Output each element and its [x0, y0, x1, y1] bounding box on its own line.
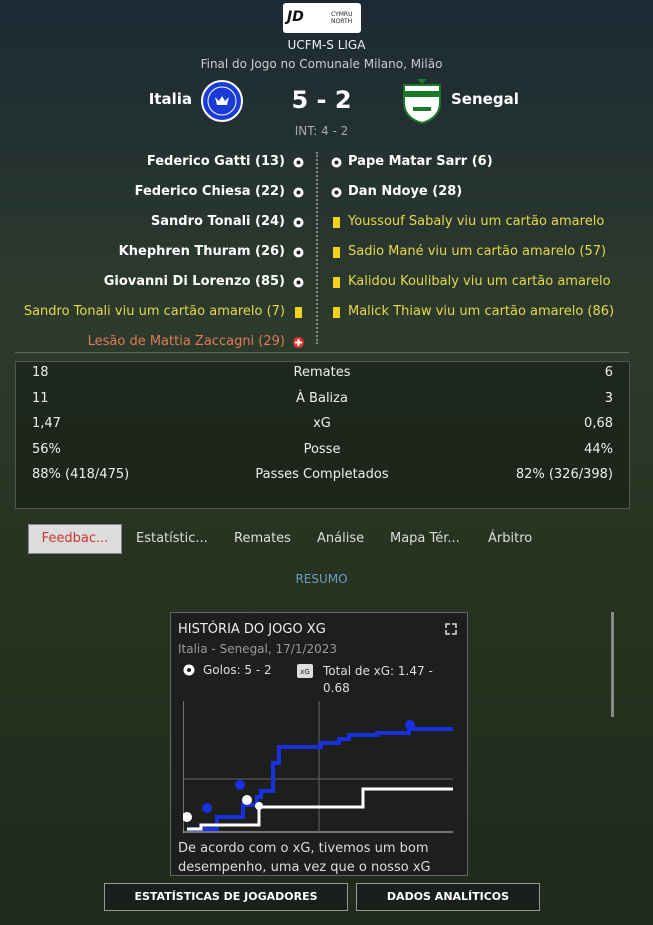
home-event: Sandro Tonali (24)	[150, 214, 285, 229]
home-event: Federico Gatti (13)	[146, 154, 285, 169]
away-badge	[403, 79, 441, 125]
yellow-icon	[333, 247, 340, 258]
scrollbar[interactable]	[611, 612, 614, 717]
yellow-icon	[295, 307, 302, 318]
expand-icon[interactable]	[445, 623, 457, 635]
stat-label: Posse	[303, 441, 341, 457]
away-stat: 3	[604, 390, 613, 406]
away-event: Malick Thiaw viu um cartão amarelo (86)	[348, 304, 615, 319]
goal-icon	[293, 277, 304, 288]
home-stat: 11	[32, 390, 49, 406]
separator	[15, 352, 629, 353]
away-event: Kalidou Koulibaly viu um cartão amarelo …	[348, 274, 611, 289]
home-event: Lesão de Mattia Zaccagni (29)	[87, 334, 285, 349]
sponsor-logo: JD CYMRU NORTH	[283, 3, 361, 33]
sponsor: JD	[287, 9, 304, 25]
goal-icon	[293, 217, 304, 228]
card-goals: Golos: 5 - 2	[203, 663, 272, 677]
card-xg-total: Total de xG: 1.47 - 0.68	[323, 664, 433, 695]
ball-icon	[183, 664, 195, 676]
home-stat: 1,47	[32, 416, 61, 431]
tab[interactable]: Estatístic...	[136, 531, 208, 546]
analytics-button[interactable]: DADOS ANALÍTICOS	[356, 883, 540, 911]
away-team[interactable]: Senegal	[451, 90, 519, 108]
xg-timeline	[183, 701, 453, 833]
tab[interactable]: Feedbac...	[28, 524, 122, 554]
home-stat: 56%	[32, 441, 61, 457]
tab[interactable]: Árbitro	[488, 531, 533, 546]
away-event: Dan Ndoye (28)	[348, 184, 463, 199]
yellow-icon	[333, 217, 340, 228]
card-subtitle: Italia - Senegal, 17/1/2023	[178, 642, 338, 656]
svg-text:xG: xG	[300, 668, 310, 676]
tab[interactable]: Análise	[317, 531, 365, 546]
away-stat: 6	[604, 365, 613, 380]
card-text: De acordo com o xG, tivemos um bom desem…	[178, 841, 431, 875]
xg-card: HISTÓRIA DO JOGO XG Italia - Senegal, 17…	[170, 612, 468, 876]
away-stat: 44%	[584, 441, 613, 457]
tab[interactable]: Mapa Tér...	[390, 531, 460, 546]
stat-label: À Baliza	[296, 390, 348, 406]
home-event: Khephren Thuram (26)	[118, 244, 285, 259]
home-event: Giovanni Di Lorenzo (85)	[103, 274, 285, 289]
stats-panel	[15, 361, 630, 509]
venue: Final do Jogo no Comunale Milano, Milão	[200, 57, 443, 71]
score: 5 - 2	[291, 86, 352, 114]
section-title: RESUMO	[295, 572, 348, 586]
home-stat: 88% (418/475)	[32, 467, 130, 482]
stat-label: Passes Completados	[255, 467, 389, 482]
yellow-icon	[333, 307, 340, 318]
away-event: Sadio Mané viu um cartão amarelo (57)	[348, 244, 607, 259]
home-event: Sandro Tonali viu um cartão amarelo (7)	[23, 304, 285, 319]
tab[interactable]: Remates	[234, 531, 291, 546]
goal-icon	[293, 187, 304, 198]
divider	[316, 152, 318, 344]
home-team[interactable]: Italia	[148, 90, 192, 108]
goal-icon	[293, 157, 304, 168]
card-title: HISTÓRIA DO JOGO XG	[178, 622, 326, 637]
home-event: Federico Chiesa (22)	[134, 184, 285, 199]
league: UCFM-S LIGA	[287, 38, 366, 52]
goal-icon	[331, 187, 342, 198]
xg-icon: xG	[297, 664, 313, 678]
button-label: DADOS ANALÍTICOS	[386, 890, 510, 903]
stat-label: Remates	[293, 365, 351, 380]
button-label: ESTATÍSTICAS DE JOGADORES	[134, 890, 318, 903]
stat-label: xG	[313, 416, 331, 431]
goal-icon	[293, 247, 304, 258]
goal-icon	[331, 157, 342, 168]
players-stats-button[interactable]: ESTATÍSTICAS DE JOGADORES	[104, 883, 348, 911]
away-event: Pape Matar Sarr (6)	[348, 154, 493, 169]
away-event: Youssouf Sabaly viu um cartão amarelo (3…	[348, 214, 605, 229]
halftime: INT: 4 - 2	[294, 124, 349, 138]
away-stat: 82% (326/398)	[515, 467, 613, 482]
sponsor-sub: CYMRU NORTH	[331, 11, 353, 25]
injury-icon	[293, 337, 304, 348]
home-badge	[201, 80, 243, 122]
home-stat: 18	[32, 365, 49, 380]
yellow-icon	[333, 277, 340, 288]
away-stat: 0,68	[584, 416, 613, 431]
